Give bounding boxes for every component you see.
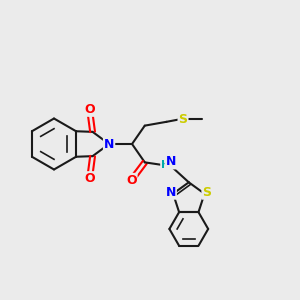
Text: O: O <box>84 172 95 185</box>
Text: N: N <box>166 186 176 199</box>
Text: S: S <box>178 113 188 126</box>
Text: S: S <box>202 186 211 199</box>
Text: N: N <box>104 137 114 151</box>
Text: N: N <box>166 155 176 168</box>
Text: O: O <box>126 174 136 187</box>
Text: O: O <box>84 103 95 116</box>
Text: H: H <box>161 160 170 170</box>
